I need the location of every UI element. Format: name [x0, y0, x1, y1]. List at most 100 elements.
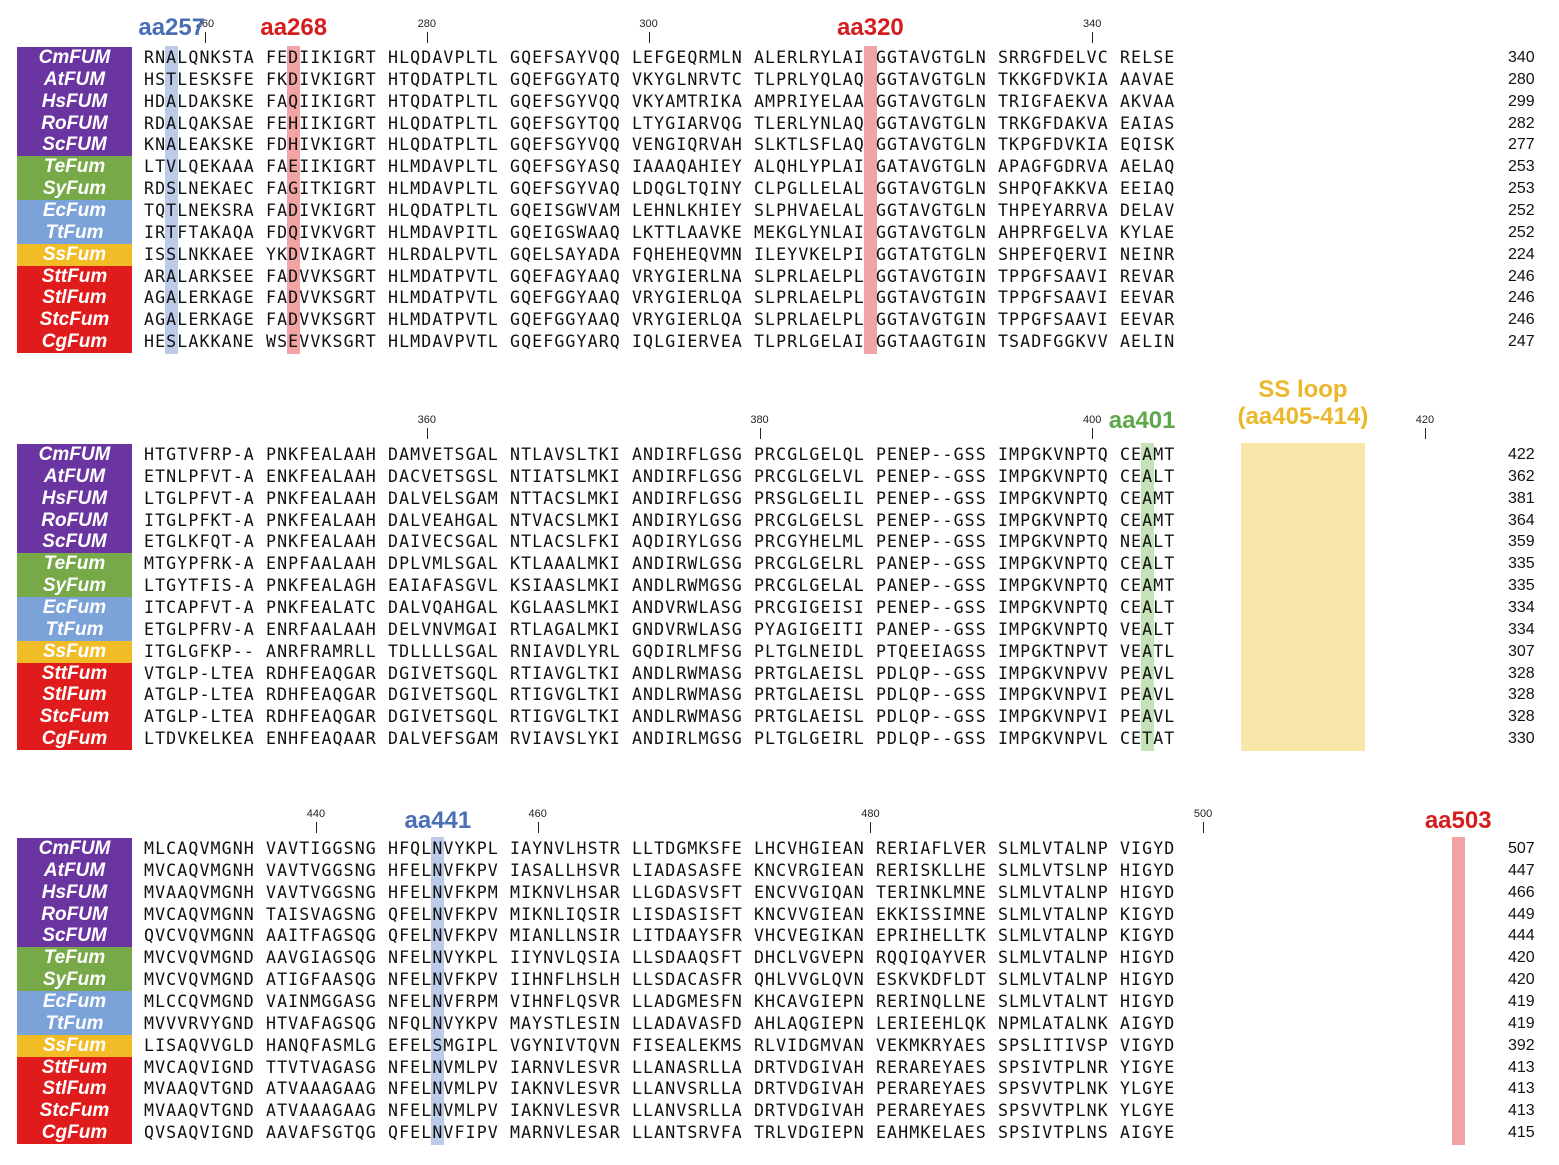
sequence-end-position: 419 — [1508, 1014, 1535, 1032]
position-tick-mark — [1092, 32, 1094, 43]
sequence-end-position: 282 — [1508, 114, 1535, 132]
species-label: StlFum — [17, 684, 132, 707]
species-label: SyFum — [17, 178, 132, 201]
sequence-end-position: 246 — [1508, 289, 1535, 307]
residue-annotation: SS loop (aa405-414) — [1237, 376, 1369, 430]
sequence-end-position: 362 — [1508, 467, 1535, 485]
residue-highlight — [287, 46, 301, 354]
sequence-row: MVAAQVTGND ATVAAAGAAG NFELNVMLPV IAKNVLE… — [144, 1101, 1176, 1121]
sequence-end-position: 328 — [1508, 664, 1535, 682]
position-tick-mark — [759, 428, 761, 439]
species-label: AtFUM — [17, 68, 132, 92]
species-label: CmFUM — [17, 838, 132, 861]
sequence-end-position: 334 — [1508, 620, 1535, 638]
sequence-row: AGALERKAGE FADVVKSGRT HLMDATPVTL GQEFGGY… — [144, 288, 1176, 308]
position-tick-mark — [870, 822, 872, 833]
sequence-end-position: 299 — [1508, 92, 1535, 110]
sequence-row: ITGLGFKP-- ANRFRAMRLL TDLLLLSGAL RNIAVDL… — [144, 641, 1176, 661]
sequence-row: LTDVKELKEA ENHFEAQAAR DALVEFSGAM RVIAVSL… — [144, 729, 1176, 749]
position-tick-label: 260 — [195, 18, 215, 30]
position-tick-label: 420 — [1415, 414, 1435, 426]
sequence-end-position: 280 — [1508, 70, 1535, 88]
sequence-end-position: 415 — [1508, 1124, 1535, 1142]
sequence-end-position: 277 — [1508, 136, 1535, 154]
sequence-end-position: 359 — [1508, 533, 1535, 551]
sequence-row: RDALQAKSAE FEHIIKIGRT HLQDATPLTL GQEFSGY… — [144, 113, 1176, 133]
sequence-end-position: 252 — [1508, 223, 1535, 241]
species-label: HsFUM — [17, 487, 132, 511]
position-tick-label: 280 — [417, 18, 436, 30]
sequence-row: ITGLPFKT-A PNKFEALAAH DALVEAHGAL NTVACSL… — [144, 510, 1176, 530]
sequence-row: MVCVQVMGND ATIGFAASQG NFELNVFKPV IIHNFLH… — [144, 970, 1176, 990]
position-tick-mark — [1092, 428, 1094, 439]
sequence-row: MVAAQVTGND ATVAAAGAAG NFELNVMLPV IAKNVLE… — [144, 1079, 1176, 1099]
sequence-end-position: 334 — [1508, 598, 1535, 616]
species-label: AtFUM — [17, 859, 132, 883]
sequence-end-position: 247 — [1508, 333, 1535, 351]
sequence-end-position: 340 — [1508, 49, 1535, 66]
sequence-row: MLCAQVMGNH VAVTIGGSNG HFQLNVYKPL IAYNVLH… — [144, 839, 1176, 858]
species-label: SttFum — [17, 1056, 132, 1079]
residue-annotation: aa441 — [404, 807, 472, 834]
position-tick-label: 440 — [306, 808, 326, 820]
sequence-row: HSTLESKSFE FKDIVKIGRT HTQDATPLTL GQEFGGY… — [144, 69, 1176, 89]
species-label: SttFum — [17, 662, 132, 685]
sequence-end-position: 413 — [1508, 1058, 1535, 1076]
position-tick-mark — [648, 32, 650, 43]
sequence-end-position: 330 — [1508, 730, 1535, 748]
sequence-row: HTGTVFRP-A PNKFEALAAH DAMVETSGAL NTLAVSL… — [144, 445, 1176, 464]
species-label: CgFum — [17, 331, 132, 354]
species-label: CmFUM — [17, 444, 132, 467]
species-label: ScFUM — [17, 134, 132, 157]
sequence-end-position: 422 — [1508, 446, 1535, 463]
position-tick-mark — [315, 822, 317, 833]
sequence-row: ATGLP-LTEA RDHFEAQGAR DGIVETSGQL RTIGVGL… — [144, 685, 1176, 705]
species-label: SttFum — [17, 265, 132, 288]
position-tick-mark — [426, 428, 428, 439]
species-label: SyFum — [17, 969, 132, 992]
sequence-row: RNALQNKSTA FEDIIKIGRT HLQDAVPLTL GQEFSAY… — [144, 48, 1176, 67]
residue-annotation: aa503 — [1424, 807, 1492, 834]
sequence-row: ITCAPFVT-A PNKFEALATC DALVQAHGAL KGLAASL… — [144, 597, 1176, 617]
residue-highlight — [863, 46, 877, 354]
sequence-end-position: 420 — [1508, 971, 1535, 989]
sequence-row: MTGYPFRK-A ENPFAALAAH DPLVMLSGAL KTLAAAL… — [144, 554, 1176, 574]
residue-highlight — [165, 46, 179, 354]
species-label: CgFum — [17, 1122, 132, 1145]
sequence-row: IRTFTAKAQA FDQIVKVGRT HLMDAVPITL GQEIGSW… — [144, 222, 1176, 242]
species-label: AtFUM — [17, 465, 132, 489]
position-tick-mark — [1203, 822, 1205, 833]
sequence-end-position: 420 — [1508, 949, 1535, 967]
species-label: EcFum — [17, 596, 132, 620]
residue-highlight — [431, 837, 445, 1145]
sequence-end-position: 419 — [1508, 992, 1535, 1010]
species-label: TtFum — [17, 221, 132, 245]
sequence-row: VTGLP-LTEA RDHFEAQGAR DGIVETSGQL RTIAVGL… — [144, 663, 1176, 683]
species-label: StcFum — [17, 309, 132, 332]
sequence-row: MVVVRVYGND HTVAFAGSQG NFQLNVYKPV MAYSTLE… — [144, 1013, 1176, 1033]
sequence-end-position: 246 — [1508, 311, 1535, 329]
sequence-row: HESLAKKANE WSEVVKSGRT HLMDAVPVTL GQEFGGY… — [144, 332, 1176, 352]
sequence-row: AGALERKAGE FADVVKSGRT HLMDATPVTL GQEFGGY… — [144, 310, 1176, 330]
sequence-end-position: 253 — [1508, 158, 1535, 176]
residue-highlight — [1451, 837, 1465, 1145]
species-label: EcFum — [17, 199, 132, 223]
residue-highlight — [1240, 443, 1365, 751]
species-label: TeFum — [17, 947, 132, 970]
position-tick-mark — [204, 32, 206, 43]
sequence-end-position: 335 — [1508, 555, 1535, 573]
residue-highlight — [1141, 443, 1155, 751]
species-label: SsFum — [17, 640, 132, 663]
sequence-row: TQTLNEKSRA FADIVKIGRT HLQDATPLTL GQEISGW… — [144, 200, 1176, 220]
sequence-row: QVCVQVMGNN AAITFAGSQG QFELNVFKPV MIANLLN… — [144, 926, 1176, 946]
sequence-end-position: 253 — [1508, 180, 1535, 198]
sequence-end-position: 381 — [1508, 489, 1535, 507]
sequence-row: RDSLNEKAEC FAGITKIGRT HLMDAVPLTL GQEFSGY… — [144, 179, 1176, 199]
species-label: TtFum — [17, 618, 132, 642]
position-tick-mark — [537, 822, 539, 833]
sequence-row: MVCVQVMGND AAVGIAGSQG NFELNVYKPL IIYNVLQ… — [144, 948, 1176, 968]
species-label: RoFUM — [17, 903, 132, 926]
species-label: CmFUM — [17, 47, 132, 70]
sequence-row: LTGYTFIS-A PNKFEALAGH EAIAFASGVL KSIAASL… — [144, 576, 1176, 596]
sequence-end-position: 364 — [1508, 511, 1535, 529]
